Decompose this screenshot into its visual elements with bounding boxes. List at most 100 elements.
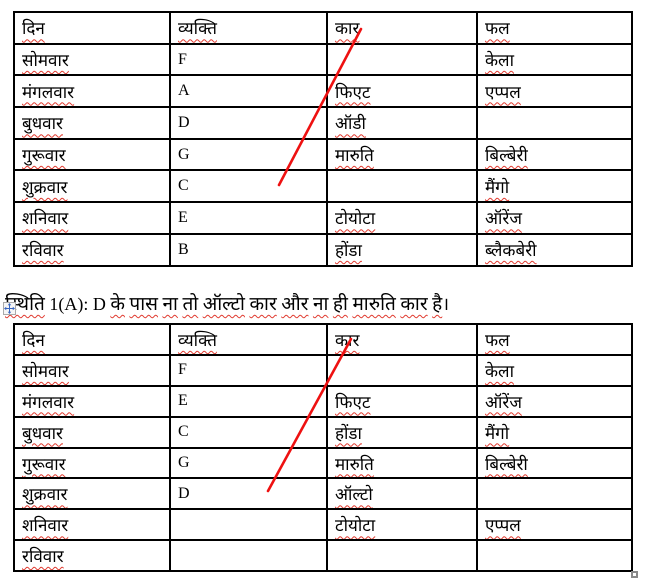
- table-cell[interactable]: [326, 42, 478, 77]
- table-cell[interactable]: G: [169, 446, 328, 480]
- table-row: गुरूवार G मारुति बिल्बेरी: [13, 446, 633, 480]
- cell-text-hindi: मंगलवार: [22, 392, 75, 413]
- cell-text-hindi: मैंगो: [485, 177, 510, 198]
- table-cell[interactable]: ऑरेंज: [476, 384, 633, 418]
- table-cell[interactable]: F: [169, 353, 328, 387]
- cell-text-hindi: फल: [485, 330, 510, 351]
- table-cell[interactable]: E: [169, 384, 328, 418]
- table-cell[interactable]: व्यक्ति: [169, 323, 328, 356]
- table-cell[interactable]: [476, 477, 633, 511]
- table-cell[interactable]: [169, 539, 328, 573]
- cell-text-hindi: बुधवार: [22, 114, 63, 135]
- table-cell[interactable]: ब्लैकबेरी: [476, 232, 633, 267]
- cell-text-latin: D: [178, 484, 190, 502]
- table-cell[interactable]: C: [169, 415, 328, 449]
- cell-text-latin: C: [178, 177, 189, 195]
- table-cell[interactable]: ऑडी: [326, 106, 478, 140]
- case-1a-schedule-table[interactable]: दिन व्यक्ति कार फल सोमवार F केला मंगलवार E फिएट ऑर…: [13, 323, 633, 573]
- table-cell[interactable]: शुक्रवार: [13, 169, 171, 204]
- table-cell[interactable]: बुधवार: [13, 415, 171, 449]
- table-cell[interactable]: [326, 353, 478, 387]
- table-cell[interactable]: बुधवार: [13, 106, 171, 140]
- cell-text-hindi: कार: [335, 330, 360, 351]
- table-resize-handle[interactable]: [631, 571, 638, 578]
- cell-text-hindi: सोमवार: [22, 51, 69, 72]
- table-cell[interactable]: फिएट: [326, 384, 478, 418]
- hindi-word: पास: [129, 293, 158, 315]
- table-cell[interactable]: मारुति: [326, 137, 478, 172]
- table-cell[interactable]: मैंगो: [476, 415, 633, 449]
- table-cell[interactable]: कार: [326, 11, 478, 45]
- table-cell[interactable]: C: [169, 169, 328, 204]
- table-cell[interactable]: G: [169, 137, 328, 172]
- table-cell[interactable]: मारुति: [326, 446, 478, 480]
- table-cell[interactable]: D: [169, 106, 328, 140]
- cell-text-hindi: फिएट: [335, 392, 371, 413]
- table-cell[interactable]: D: [169, 477, 328, 511]
- table-cell[interactable]: टोयोटा: [326, 201, 478, 235]
- text-segment: ।: [442, 294, 450, 314]
- table-cell[interactable]: [326, 169, 478, 204]
- table-row: शुक्रवार D ऑल्टो: [13, 477, 633, 511]
- table-cell[interactable]: शनिवार: [13, 508, 171, 542]
- cell-text-hindi: बिल्बेरी: [485, 454, 528, 475]
- table-cell[interactable]: टोयोटा: [326, 508, 478, 542]
- cell-text-hindi: दिन: [22, 19, 45, 40]
- table-cell[interactable]: होंडा: [326, 232, 478, 267]
- table-cell[interactable]: दिन: [13, 11, 171, 45]
- table-cell[interactable]: केला: [476, 42, 633, 77]
- table-cell[interactable]: फिएट: [326, 74, 478, 109]
- cell-text-hindi: रविवार: [22, 547, 64, 568]
- table-cell[interactable]: एप्पल: [476, 508, 633, 542]
- table-cell[interactable]: F: [169, 42, 328, 77]
- table-cell[interactable]: गुरूवार: [13, 137, 171, 172]
- table-cell[interactable]: मैंगो: [476, 169, 633, 204]
- table-cell[interactable]: कार: [326, 323, 478, 356]
- cell-text-hindi: व्यक्ति: [178, 19, 217, 40]
- cell-text-hindi: ऑल्टो: [335, 485, 373, 506]
- table-cell[interactable]: E: [169, 201, 328, 235]
- table-cell[interactable]: शुक्रवार: [13, 477, 171, 511]
- table-cell[interactable]: ऑरेंज: [476, 201, 633, 235]
- table-cell[interactable]: व्यक्ति: [169, 11, 328, 45]
- cell-text-hindi: टोयोटा: [335, 209, 376, 230]
- table-cell[interactable]: मंगलवार: [13, 384, 171, 418]
- table-cell[interactable]: A: [169, 74, 328, 109]
- table-cell[interactable]: रविवार: [13, 539, 171, 573]
- condition-text[interactable]: स्थिति 1(A): D के पास ना तो ऑल्टो कार और…: [5, 290, 660, 320]
- table-cell[interactable]: सोमवार: [13, 353, 171, 387]
- cell-text-hindi: मारुति: [335, 454, 374, 475]
- table-cell[interactable]: B: [169, 232, 328, 267]
- table-cell[interactable]: बिल्बेरी: [476, 446, 633, 480]
- cell-text-hindi: बुधवार: [22, 423, 63, 444]
- table-cell[interactable]: [169, 508, 328, 542]
- table-row: रविवार B होंडा ब्लैकबेरी: [13, 232, 633, 267]
- table-cell[interactable]: दिन: [13, 323, 171, 356]
- table-cell[interactable]: बिल्बेरी: [476, 137, 633, 172]
- cell-text-hindi: शनिवार: [22, 209, 69, 230]
- table-cell[interactable]: एप्पल: [476, 74, 633, 109]
- table-cell[interactable]: मंगलवार: [13, 74, 171, 109]
- table-cell[interactable]: [476, 106, 633, 140]
- table-cell[interactable]: [476, 539, 633, 573]
- cell-text-latin: E: [178, 208, 188, 226]
- cell-text-latin: F: [178, 50, 187, 68]
- table-cell[interactable]: केला: [476, 353, 633, 387]
- cell-text-hindi: मैंगो: [485, 423, 510, 444]
- table-cell[interactable]: फल: [476, 11, 633, 45]
- initial-schedule-table[interactable]: दिन व्यक्ति कार फल सोमवार F केला मंगलवार A फिएट एप…: [13, 11, 633, 267]
- cell-text-hindi: रविवार: [22, 241, 64, 262]
- table-cell[interactable]: शनिवार: [13, 201, 171, 235]
- table-cell[interactable]: फल: [476, 323, 633, 356]
- table-row: सोमवार F केला: [13, 353, 633, 387]
- table-cell[interactable]: ऑल्टो: [326, 477, 478, 511]
- hindi-word: के: [110, 293, 125, 315]
- table-cell[interactable]: गुरूवार: [13, 446, 171, 480]
- table-cell[interactable]: सोमवार: [13, 42, 171, 77]
- table-cell[interactable]: [326, 539, 478, 573]
- table-cell[interactable]: रविवार: [13, 232, 171, 267]
- hindi-word: ऑल्टो: [202, 293, 245, 315]
- table-move-handle-icon[interactable]: [3, 302, 16, 315]
- table-cell[interactable]: होंडा: [326, 415, 478, 449]
- cell-text-hindi: होंडा: [335, 423, 362, 444]
